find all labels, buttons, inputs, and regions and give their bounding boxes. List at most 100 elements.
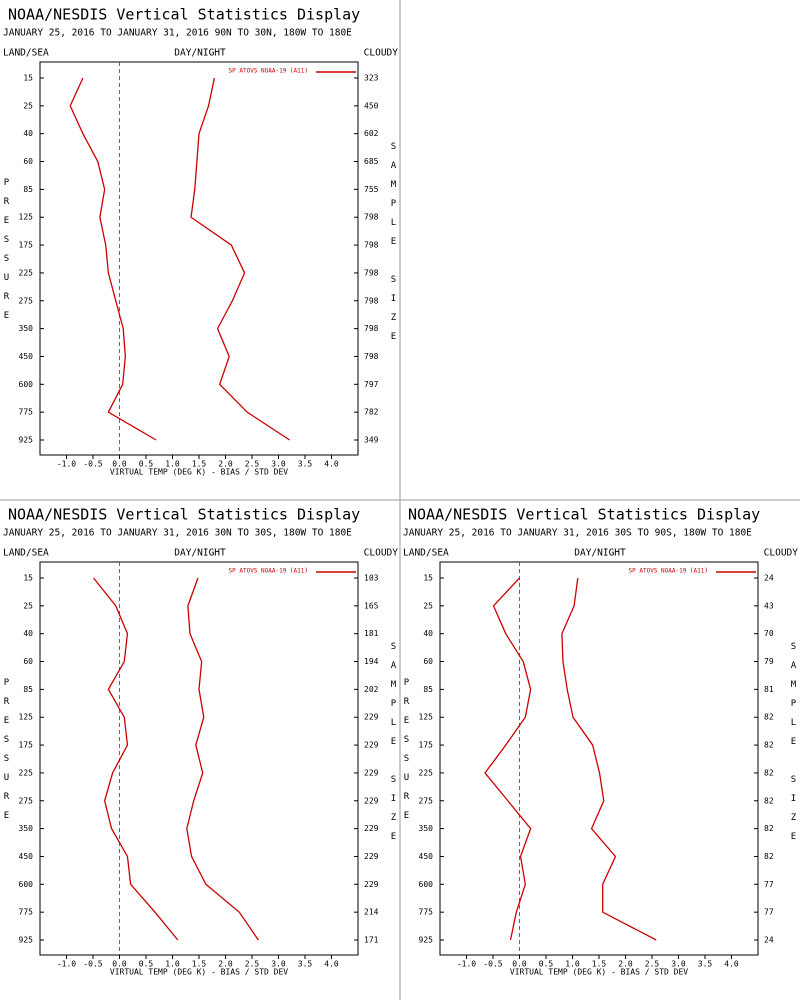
x-tick-label: 3.5 bbox=[698, 960, 713, 969]
x-tick-label: 0.5 bbox=[139, 460, 154, 469]
sample-size-label: 229 bbox=[364, 796, 379, 805]
sample-size-label: 171 bbox=[364, 936, 379, 945]
x-tick-label: 1.5 bbox=[192, 460, 207, 469]
profile-line bbox=[190, 77, 290, 441]
sample-size-label: 43 bbox=[764, 601, 774, 610]
x-tick-label: 4.0 bbox=[724, 960, 739, 969]
x-tick-label: 2.0 bbox=[218, 460, 233, 469]
x-tick-label: 3.5 bbox=[298, 460, 313, 469]
sample-size-label: 798 bbox=[364, 296, 379, 305]
sample-size-label: 349 bbox=[364, 436, 379, 445]
x-tick-label: 1.5 bbox=[192, 960, 207, 969]
y-tick-label: 600 bbox=[19, 380, 34, 389]
x-tick-label: 3.5 bbox=[298, 960, 313, 969]
y-tick-label: 450 bbox=[19, 352, 34, 361]
panel: NOAA/NESDIS Vertical Statistics Display J… bbox=[2, 6, 399, 477]
sample-size-label: 797 bbox=[364, 380, 379, 389]
y-tick-label: 175 bbox=[19, 741, 34, 750]
y-tick-label: 125 bbox=[419, 713, 434, 722]
sample-size-label: 181 bbox=[364, 629, 379, 638]
x-axis-label: VIRTUAL TEMP (DEG K) - BIAS / STD DEV bbox=[510, 968, 688, 977]
y-tick-label: 25 bbox=[23, 101, 33, 110]
sample-size-label: 323 bbox=[364, 74, 379, 83]
y-tick-label: 600 bbox=[19, 880, 34, 889]
x-tick-label: 3.0 bbox=[271, 960, 286, 969]
sample-size-label: 755 bbox=[364, 185, 379, 194]
sample-size-label: 602 bbox=[364, 129, 379, 138]
x-tick-label: -1.0 bbox=[57, 960, 76, 969]
legend-label: SP ATOVS NOAA-19 (A11) bbox=[629, 568, 708, 575]
sample-size-label: 165 bbox=[364, 601, 379, 610]
sample-size-label: 798 bbox=[364, 352, 379, 361]
profile-line bbox=[93, 577, 179, 941]
legend-label: SP ATOVS NOAA-19 (A11) bbox=[229, 568, 308, 575]
x-tick-label: 1.0 bbox=[165, 460, 180, 469]
x-tick-label: 0.5 bbox=[139, 960, 154, 969]
sample-size-label: 685 bbox=[364, 157, 379, 166]
y-tick-label: 40 bbox=[23, 629, 33, 638]
y2-axis-label: SAMPLE SIZE bbox=[389, 142, 399, 351]
y-tick-label: 15 bbox=[423, 574, 433, 583]
sample-size-label: 229 bbox=[364, 768, 379, 777]
x-tick-label: 2.0 bbox=[618, 960, 633, 969]
y-tick-label: 60 bbox=[23, 157, 33, 166]
y-tick-label: 275 bbox=[419, 796, 434, 805]
sample-size-label: 82 bbox=[764, 768, 774, 777]
sample-size-label: 202 bbox=[364, 685, 379, 694]
legend-label: SP ATOVS NOAA-19 (A11) bbox=[229, 68, 308, 75]
x-tick-label: 3.0 bbox=[671, 960, 686, 969]
x-tick-label: 2.5 bbox=[245, 460, 260, 469]
x-tick-label: 2.5 bbox=[645, 960, 660, 969]
y-tick-label: 85 bbox=[23, 185, 33, 194]
y-tick-label: 40 bbox=[23, 129, 33, 138]
sample-size-label: 798 bbox=[364, 213, 379, 222]
chart-title: NOAA/NESDIS Vertical Statistics Display bbox=[8, 506, 360, 524]
x-axis-label: VIRTUAL TEMP (DEG K) - BIAS / STD DEV bbox=[110, 968, 288, 977]
y-tick-label: 85 bbox=[423, 685, 433, 694]
y-tick-label: 925 bbox=[19, 436, 34, 445]
profile-line bbox=[484, 577, 532, 941]
cloudy-label: CLOUDY bbox=[764, 548, 799, 559]
sample-size-label: 24 bbox=[764, 936, 774, 945]
sample-size-label: 82 bbox=[764, 824, 774, 833]
sample-size-label: 229 bbox=[364, 852, 379, 861]
sample-size-label: 798 bbox=[364, 268, 379, 277]
sample-size-label: 82 bbox=[764, 852, 774, 861]
y-tick-label: 225 bbox=[19, 268, 34, 277]
y-tick-label: 25 bbox=[23, 601, 33, 610]
sample-size-label: 77 bbox=[764, 908, 774, 917]
cloudy-label: CLOUDY bbox=[364, 548, 399, 559]
x-tick-label: 1.5 bbox=[592, 960, 607, 969]
y-tick-label: 225 bbox=[419, 768, 434, 777]
x-tick-label: -1.0 bbox=[457, 960, 476, 969]
x-tick-label: 0.0 bbox=[112, 960, 127, 969]
sample-size-label: 229 bbox=[364, 824, 379, 833]
y-tick-label: 450 bbox=[419, 852, 434, 861]
sample-size-label: 79 bbox=[764, 657, 774, 666]
x-tick-label: 4.0 bbox=[324, 460, 339, 469]
land-sea-label: LAND/SEA bbox=[3, 48, 49, 59]
y-tick-label: 925 bbox=[19, 936, 34, 945]
y-tick-label: 925 bbox=[419, 936, 434, 945]
y-tick-label: 775 bbox=[419, 908, 434, 917]
profile-line bbox=[186, 577, 259, 941]
day-night-label: DAY/NIGHT bbox=[174, 48, 226, 59]
x-tick-label: -0.5 bbox=[83, 960, 102, 969]
chart-title: NOAA/NESDIS Vertical Statistics Display bbox=[408, 506, 760, 524]
sample-size-label: 70 bbox=[764, 629, 774, 638]
sample-size-label: 214 bbox=[364, 908, 379, 917]
panel: NOAA/NESDIS Vertical Statistics Display J… bbox=[2, 506, 399, 977]
y-tick-label: 15 bbox=[23, 574, 33, 583]
x-tick-label: -0.5 bbox=[483, 960, 502, 969]
y-tick-label: 275 bbox=[19, 796, 34, 805]
panel: NOAA/NESDIS Vertical Statistics Display J… bbox=[402, 506, 799, 977]
sample-size-label: 82 bbox=[764, 796, 774, 805]
cloudy-label: CLOUDY bbox=[364, 48, 399, 59]
day-night-label: DAY/NIGHT bbox=[174, 548, 226, 559]
sample-size-label: 82 bbox=[764, 741, 774, 750]
y-tick-label: 15 bbox=[23, 74, 33, 83]
y2-axis-label: SAMPLE SIZE bbox=[389, 642, 399, 851]
x-axis-label: VIRTUAL TEMP (DEG K) - BIAS / STD DEV bbox=[110, 468, 288, 477]
y2-axis-label: SAMPLE SIZE bbox=[789, 642, 799, 851]
sample-size-label: 103 bbox=[364, 574, 379, 583]
